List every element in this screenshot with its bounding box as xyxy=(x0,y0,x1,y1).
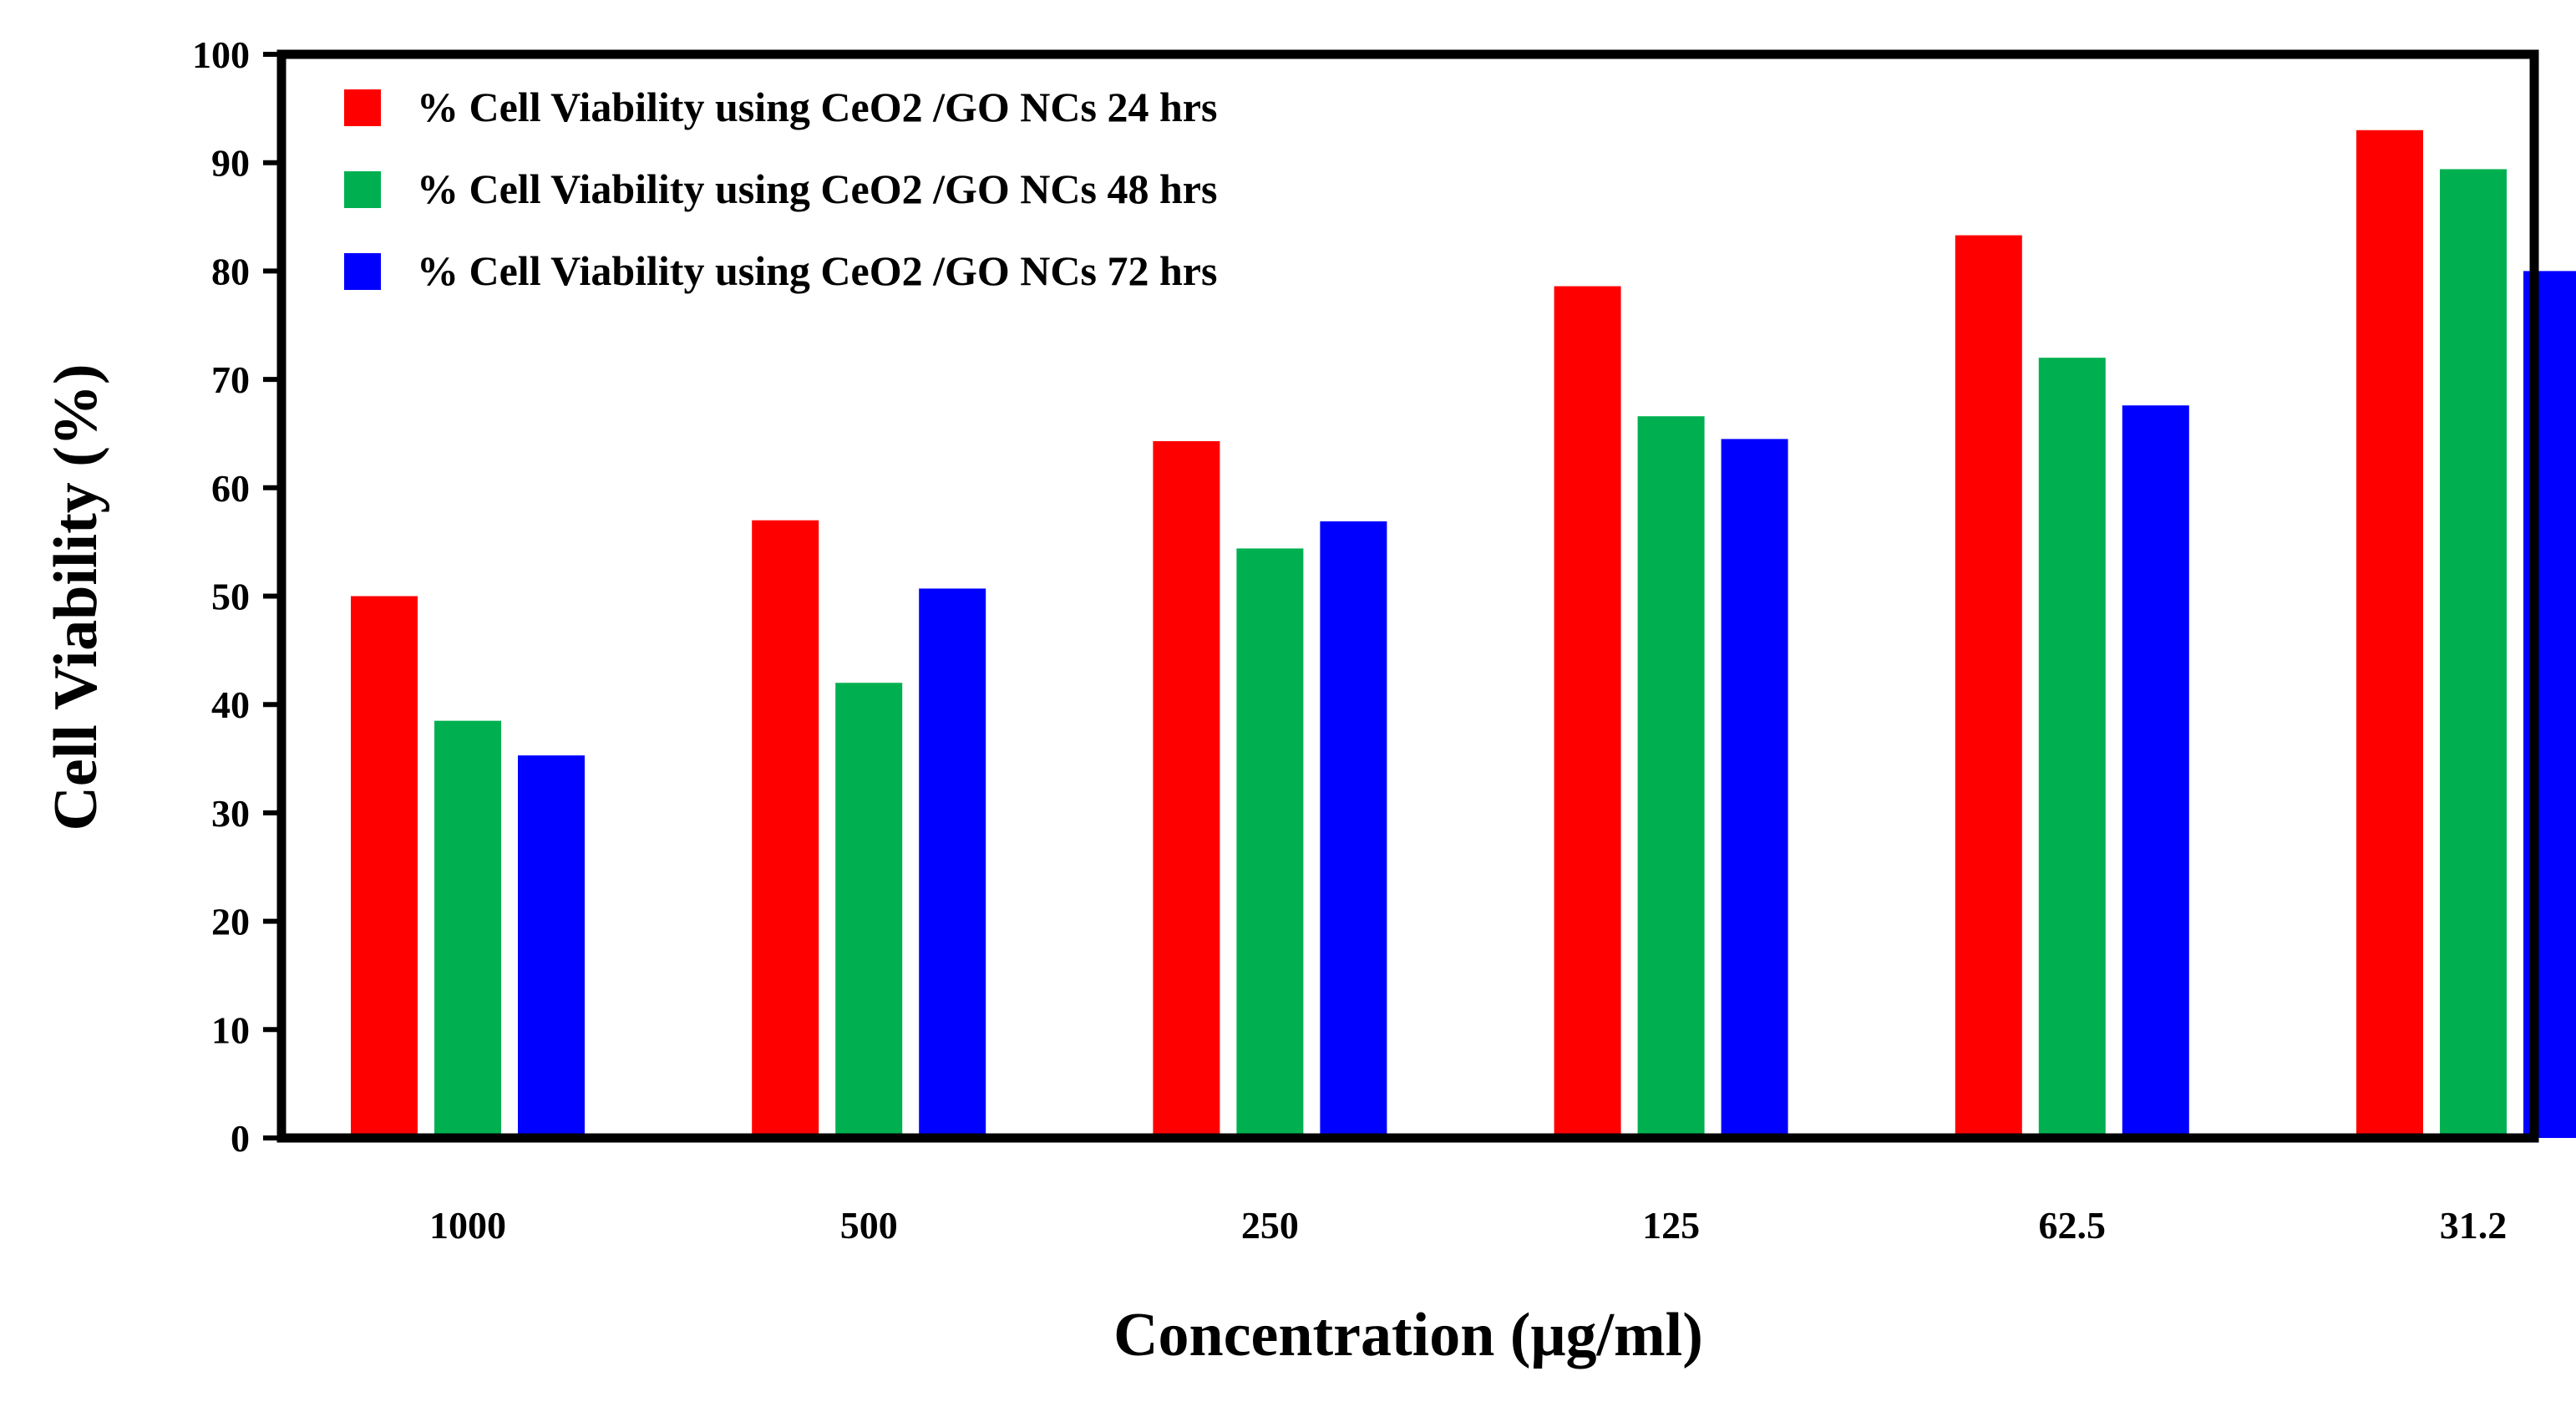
bar-1-500 xyxy=(752,520,819,1138)
bar-1-250 xyxy=(1153,441,1220,1138)
y-tick-label: 80 xyxy=(211,250,250,292)
bar-1-62.5 xyxy=(1955,235,2022,1138)
x-tick-label: 125 xyxy=(1642,1204,1700,1247)
legend: % Cell Viability using CeO2 /GO NCs 24 h… xyxy=(344,84,1217,294)
y-tick-label: 70 xyxy=(211,358,250,401)
bar-3-62.5 xyxy=(2122,405,2189,1138)
legend-swatch-1 xyxy=(344,89,381,126)
bars-layer xyxy=(351,130,2576,1139)
bar-2-125 xyxy=(1637,416,1705,1138)
bar-1-31.2 xyxy=(2356,130,2423,1138)
bar-1-125 xyxy=(1554,286,1621,1139)
bar-3-125 xyxy=(1721,439,1788,1138)
x-tick-label: 500 xyxy=(840,1204,898,1247)
bar-3-500 xyxy=(919,588,986,1138)
bar-2-250 xyxy=(1236,548,1304,1138)
axes-layer xyxy=(276,49,2539,1143)
x-tick-label: 31.2 xyxy=(2440,1204,2508,1247)
legend-swatch-3 xyxy=(344,253,381,290)
x-tick-label: 250 xyxy=(1241,1204,1299,1247)
y-tick-label: 10 xyxy=(211,1008,250,1051)
legend-label-1: % Cell Viability using CeO2 /GO NCs 24 h… xyxy=(417,84,1217,130)
x-tick-label: 62.5 xyxy=(2039,1204,2107,1247)
y-tick-label: 50 xyxy=(211,576,250,618)
bar-2-62.5 xyxy=(2038,358,2106,1138)
ticks-layer: 0 10 20 30 40 50 60 70 80 90 100 1000 500 250 125 62.5 3… xyxy=(192,33,2507,1247)
y-tick-label: 40 xyxy=(211,683,250,726)
legend-swatch-2 xyxy=(344,171,381,208)
legend-label-3: % Cell Viability using CeO2 /GO NCs 72 h… xyxy=(417,247,1217,294)
y-tick-label: 30 xyxy=(211,792,250,835)
bar-2-500 xyxy=(835,683,903,1138)
legend-label-2: % Cell Viability using CeO2 /GO NCs 48 h… xyxy=(417,165,1217,212)
x-tick-label: 1000 xyxy=(429,1204,506,1247)
y-tick-label: 0 xyxy=(231,1117,250,1160)
bar-2-1000 xyxy=(434,720,501,1138)
x-axis-title: Concentration (μg/ml) xyxy=(1113,1301,1703,1369)
y-tick-label: 90 xyxy=(211,142,250,185)
y-tick-label: 60 xyxy=(211,467,250,510)
bar-2-31.2 xyxy=(2440,169,2507,1139)
y-tick-label: 100 xyxy=(192,33,250,76)
y-tick-label: 20 xyxy=(211,901,250,943)
y-axis-title: Cell Viability (%) xyxy=(42,363,110,830)
bar-1-1000 xyxy=(351,596,418,1138)
bar-3-250 xyxy=(1320,521,1387,1138)
bar-3-1000 xyxy=(518,755,585,1138)
plot-frame xyxy=(276,49,2539,1143)
